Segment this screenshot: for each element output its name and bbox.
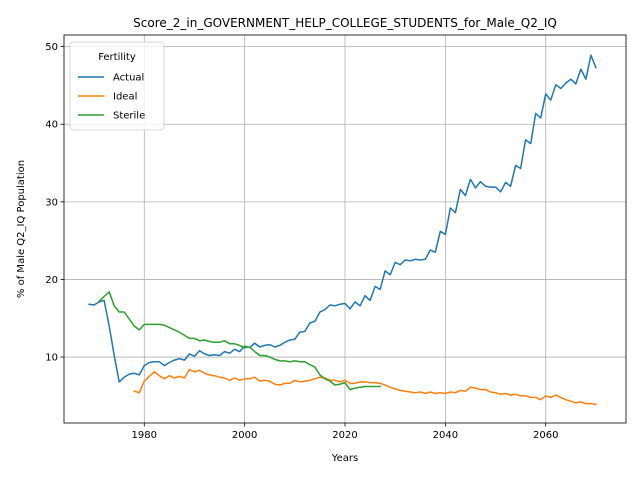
series-line-ideal: [133, 368, 597, 406]
x-axis-label: Years: [331, 453, 358, 464]
legend-label-sterile: Sterile: [113, 111, 145, 122]
y-tick-label: 20: [45, 275, 58, 286]
legend-box: [69, 41, 165, 131]
x-tick-label: 2000: [232, 430, 257, 441]
chart-title: Score_2_in_GOVERNMENT_HELP_COLLEGE_STUDE…: [133, 16, 557, 30]
x-axis-ticks: 1980 2000 2020 2040 2060: [132, 423, 558, 441]
series-line-sterile: [98, 291, 381, 391]
y-axis-ticks: 10 20 30 40 50: [45, 42, 64, 364]
y-tick-label: 10: [45, 353, 58, 364]
legend-title: Fertility: [98, 52, 136, 63]
legend-label-ideal: Ideal: [113, 92, 137, 103]
y-axis-label: % of Male Q2_IQ Population: [16, 160, 27, 298]
y-tick-label: 50: [45, 42, 58, 53]
legend-items: Actual Ideal Sterile: [78, 73, 145, 122]
legend-label-actual: Actual: [113, 73, 144, 84]
series-line-actual: [88, 54, 597, 383]
x-tick-label: 2040: [433, 430, 458, 441]
x-tick-label: 2020: [332, 430, 357, 441]
x-tick-label: 2060: [533, 430, 558, 441]
legend: Fertility Actual Ideal Sterile: [69, 41, 165, 131]
series-lines: [88, 54, 597, 406]
y-tick-label: 40: [45, 120, 58, 131]
y-tick-label: 30: [45, 197, 58, 208]
x-tick-label: 1980: [132, 430, 157, 441]
